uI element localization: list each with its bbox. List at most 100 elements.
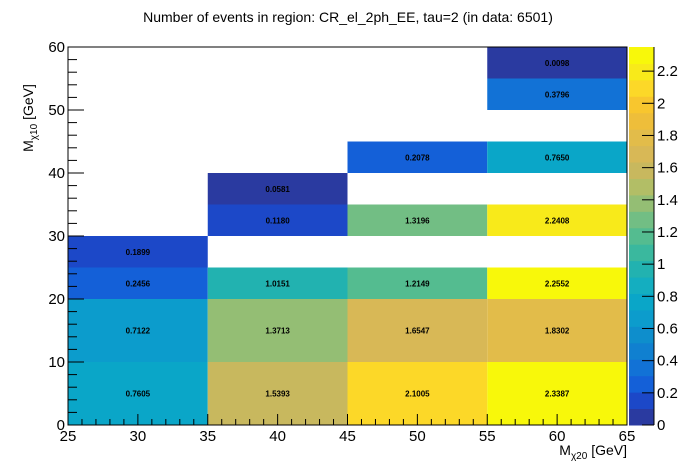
color-scale-segment: [629, 359, 654, 377]
cell-value-label: 1.0151: [265, 279, 290, 288]
x-axis-title: Mχ20 [GeV]: [559, 442, 627, 462]
heatmap-cell: [487, 78, 627, 110]
cell-value-label: 1.8302: [545, 327, 570, 336]
x-tick-label: 40: [269, 428, 286, 445]
color-scale-tick-label: 1.6: [657, 160, 678, 177]
cell-value-label: 0.0581: [265, 185, 290, 194]
color-scale-segment: [629, 194, 654, 212]
cells-layer: [68, 47, 627, 425]
cell-value-label: 0.7122: [126, 327, 151, 336]
x-tick-label: 50: [409, 428, 426, 445]
cell-value-label: 1.2149: [405, 279, 430, 288]
color-scale-segment: [629, 244, 654, 262]
color-scale-segment: [629, 375, 654, 393]
color-scale-tick-label: 0.4: [657, 353, 678, 370]
heatmap-cell: [207, 204, 348, 236]
cell-value-label: 2.2408: [545, 216, 570, 225]
x-tick-label: 60: [549, 428, 566, 445]
x-tick-label: 25: [60, 428, 77, 445]
y-tick-label: 30: [48, 228, 65, 245]
color-scale-segment: [629, 47, 654, 64]
color-scale-tick-label: 2.2: [657, 63, 678, 80]
x-tick-label: 30: [130, 428, 147, 445]
color-scale-segment: [629, 309, 654, 327]
cell-value-label: 0.1899: [126, 248, 151, 257]
x-tick-label: 45: [339, 428, 356, 445]
cell-value-label: 2.1005: [405, 390, 430, 399]
heatmap-cell: [487, 141, 627, 173]
y-tick-label: 0: [57, 417, 65, 434]
y-tick-label: 20: [48, 291, 65, 308]
x-axis: 25 30 35 40 45 50 55 60 65: [60, 414, 636, 445]
color-scale-segment: [629, 227, 654, 245]
color-scale-segment: [629, 178, 654, 196]
cell-value-label: 1.3196: [405, 216, 430, 225]
cell-value-label: 1.6547: [405, 327, 430, 336]
y-tick-label: 50: [48, 102, 65, 119]
color-scale-segment: [629, 260, 654, 278]
color-scale-tick-label: 0.6: [657, 320, 678, 337]
cell-value-label: 0.0098: [545, 59, 570, 68]
color-scale-axis: 0 0.2 0.4 0.6 0.8 1 1.2 1.4 1.6 1.8 2 2.2: [642, 47, 678, 434]
color-scale-tick-label: 1.2: [657, 224, 678, 241]
color-scale-segment: [629, 392, 654, 410]
color-scale-tick-label: 0.8: [657, 288, 678, 305]
x-tick-label: 35: [199, 428, 216, 445]
color-scale-segment: [629, 162, 654, 179]
color-scale-tick-label: 1.4: [657, 192, 678, 209]
cell-value-label: 0.3796: [545, 90, 570, 99]
x-tick-label: 55: [479, 428, 496, 445]
color-scale-segment: [629, 145, 654, 163]
heatmap-cell: [487, 47, 627, 79]
cell-labels-layer: 0.7605 0.7122 0.2456 0.1899 1.5393 1.3713 1.01…: [126, 59, 570, 399]
cell-value-label: 2.3387: [545, 390, 570, 399]
heatmap-cell: [207, 173, 348, 205]
cell-value-label: 0.7650: [545, 153, 570, 162]
heatmap-cell: [347, 141, 488, 173]
y-axis-title-sub: χ10: [29, 123, 40, 140]
color-scale-segment: [629, 96, 654, 114]
color-scale-segment: [629, 342, 654, 360]
color-scale-segment: [629, 277, 654, 295]
heatmap-cell: [207, 267, 348, 299]
color-scale-segment: [629, 326, 654, 344]
color-scale-tick-label: 0.2: [657, 385, 678, 402]
heatmap-cell: [207, 299, 348, 362]
y-tick-label: 10: [48, 354, 65, 371]
heatmap-cell: [487, 299, 627, 362]
chart-title: Number of events in region: CR_el_2ph_EE…: [143, 9, 553, 25]
color-scale-segment: [629, 293, 654, 311]
heatmap-cell: [347, 204, 488, 236]
y-tick-label: 60: [48, 39, 65, 56]
x-axis-title-unit: [GeV]: [587, 442, 627, 458]
cell-value-label: 0.7605: [126, 390, 151, 399]
heatmap-cell: [487, 267, 627, 299]
x-axis-title-main: M: [559, 442, 571, 458]
color-scale-tick-label: 2: [657, 95, 665, 112]
color-scale-segment: [629, 408, 654, 426]
cell-value-label: 1.3713: [265, 327, 290, 336]
color-scale-segment: [629, 79, 654, 97]
heatmap-cell: [347, 267, 488, 299]
x-tick-label: 65: [619, 428, 636, 445]
y-axis-title-main: M: [20, 140, 36, 152]
color-scale-segment: [629, 211, 654, 229]
color-scale-tick-label: 1.8: [657, 127, 678, 144]
y-axis-title: Mχ10 [GeV]: [20, 84, 40, 152]
color-scale-tick-label: 1: [657, 256, 665, 273]
heatmap-cell: [487, 204, 627, 236]
x-axis-title-sub: χ20: [571, 451, 588, 462]
cell-value-label: 0.1180: [266, 216, 291, 225]
y-tick-label: 40: [48, 165, 65, 182]
color-scale-bar: [629, 47, 654, 426]
heatmap-cell: [68, 236, 208, 268]
y-axis-title-unit: [GeV]: [20, 84, 36, 124]
y-axis: 0 10 20 30 40 50 60: [48, 39, 84, 434]
heatmap-cell: [347, 299, 488, 362]
cell-value-label: 1.5393: [265, 390, 290, 399]
heatmap-cell: [68, 299, 208, 362]
color-scale-segment: [629, 129, 654, 147]
color-scale-segment: [629, 63, 654, 81]
